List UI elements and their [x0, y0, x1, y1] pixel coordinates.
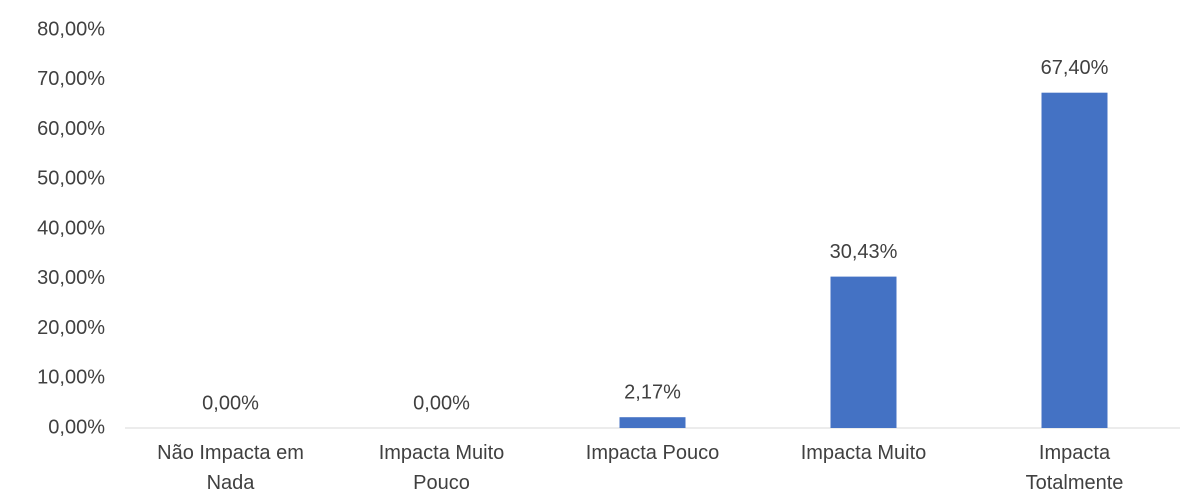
y-tick-label: 20,00% — [37, 317, 105, 339]
y-tick-label: 80,00% — [37, 18, 105, 40]
y-tick-label: 60,00% — [37, 118, 105, 140]
data-label: 0,00% — [202, 392, 259, 414]
y-tick-label: 70,00% — [37, 68, 105, 90]
x-tick-line: Impacta — [1039, 442, 1111, 464]
y-tick-label: 40,00% — [37, 217, 105, 239]
data-label: 0,00% — [413, 392, 470, 414]
bar — [830, 276, 897, 428]
x-tick-line: Não Impacta em — [157, 442, 304, 464]
y-tick-label: 10,00% — [37, 367, 105, 389]
y-tick-label: 50,00% — [37, 168, 105, 190]
x-tick-line: Impacta Muito — [801, 442, 927, 464]
data-label: 2,17% — [624, 381, 681, 403]
y-tick-label: 30,00% — [37, 267, 105, 289]
x-tick-label: Impacta Muito — [801, 442, 927, 464]
x-tick-line: Impacta Pouco — [586, 442, 719, 464]
x-tick-label: Impacta Totalmente — [1026, 442, 1124, 494]
x-tick-line: Totalmente — [1026, 472, 1124, 494]
bar — [619, 417, 686, 428]
bar — [1041, 92, 1108, 428]
x-tick-line: Impacta Muito — [379, 442, 505, 464]
data-label: 30,43% — [830, 241, 898, 263]
x-tick-line: Nada — [207, 472, 256, 494]
y-tick-label: 0,00% — [48, 416, 105, 438]
x-tick-label: Impacta Pouco — [586, 442, 719, 464]
x-tick-label: Impacta Muito Pouco — [379, 442, 505, 494]
data-label: 67,40% — [1041, 57, 1109, 79]
x-tick-line: Pouco — [413, 472, 470, 494]
x-tick-label: Não Impacta em Nada — [157, 442, 304, 494]
